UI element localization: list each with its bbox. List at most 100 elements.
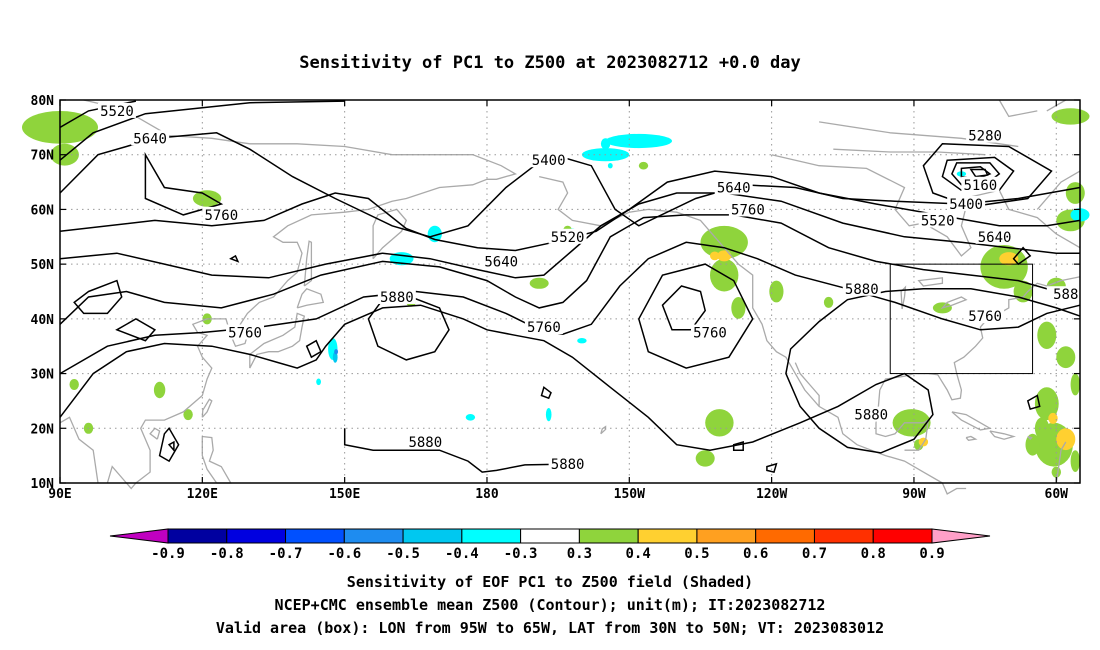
sensitivity-patch: [717, 250, 732, 262]
lake-outline: [900, 285, 907, 310]
contour-label-text: 5640: [133, 131, 167, 147]
sensitivity-patch: [605, 133, 672, 149]
colorbar-swatch: [520, 528, 580, 544]
contour-label: 5760: [524, 319, 563, 336]
contour-label-text: 5160: [964, 178, 998, 194]
contour-label-text: 5760: [527, 320, 561, 336]
z500-contour-closed: [158, 427, 180, 463]
z500-contour: [59, 192, 1080, 279]
coastline-segment: [539, 175, 943, 484]
footer-line-valid-area: Valid area (box): LON from 95W to 65W, L…: [215, 619, 885, 637]
sensitivity-patch: [710, 251, 720, 261]
z500-contour-closed: [732, 441, 744, 451]
sensitivity-patch: [465, 414, 476, 421]
contour-label: 5880: [377, 288, 416, 306]
z500-contour: [343, 428, 582, 473]
coastline-segment: [794, 362, 820, 407]
contour-label-bg: [524, 319, 563, 335]
coastline-segment: [149, 427, 161, 440]
colorbar-tick-label: 0.5: [684, 546, 709, 562]
z500-contour: [59, 100, 345, 161]
lon-tick-label: 90W: [902, 487, 926, 502]
sensitivity-patch: [192, 190, 222, 207]
contour-label: 5880: [842, 280, 881, 298]
contour-label-bg: [548, 455, 587, 471]
z500-contour-closed: [115, 318, 157, 342]
sensitivity-patch: [823, 296, 834, 308]
coastline-segment: [833, 148, 986, 156]
colorbar-tick-label: 0.3: [567, 546, 592, 562]
coastline-segment: [941, 482, 967, 495]
contour-label-text: 5760: [228, 326, 262, 342]
contour-label: 5760: [728, 201, 767, 218]
contour-label: 5160: [961, 176, 1000, 194]
colorbar-swatch: [872, 528, 933, 544]
valid-area-box: [889, 263, 1034, 375]
colorbar-tick-label: -0.5: [386, 546, 420, 562]
coastline-segment: [989, 430, 1016, 440]
contour-label-text: 5280: [968, 129, 1002, 145]
lake-outline: [917, 277, 944, 287]
z500-contour: [59, 241, 1081, 375]
z500-contour-closed: [960, 166, 992, 181]
sensitivity-patch: [1051, 108, 1090, 125]
contour-label-text: 5760: [204, 208, 238, 224]
contour-label-text: 5520: [921, 213, 955, 229]
contour-label: 5640: [131, 130, 170, 147]
contour-label-bg: [97, 102, 136, 118]
contour-label: 5760: [690, 324, 729, 342]
z500-contour-closed: [922, 143, 1053, 208]
contour-label: 588: [1046, 286, 1085, 303]
contour-label: 5880: [548, 455, 587, 473]
z500-contour-closed: [167, 440, 175, 453]
z500-contour-closed: [540, 386, 552, 400]
sensitivity-patch: [607, 163, 613, 169]
sensitivity-patch: [1065, 182, 1085, 204]
z500-contour-closed: [661, 285, 707, 331]
colorbar: -0.9 -0.8 -0.7 -0.6 -0.5 -0.4 -0.3 0.3 0.4 0.5 0.6…: [109, 528, 991, 562]
contour-label-bg: [406, 433, 445, 449]
coastline-segment: [951, 411, 992, 431]
lon-tick-label: 120W: [756, 487, 787, 502]
lat-tick-label: 70N: [31, 149, 55, 164]
colorbar-tick-label: -0.7: [269, 546, 303, 562]
colorbar-left-triangle: [109, 528, 169, 544]
coastline-segment: [998, 99, 1038, 118]
colorbar-swatch: [226, 528, 287, 544]
contour-label-bg: [377, 288, 416, 304]
contour-label: 5640: [975, 228, 1014, 246]
contour-label-text: 5880: [408, 435, 442, 451]
colorbar-swatch: [167, 528, 228, 544]
sensitivity-patch: [1048, 412, 1058, 424]
sensitivity-map-chart: Sensitivity of PC1 to Z500 at 2023082712…: [22, 53, 1090, 562]
sensitivity-patch: [1070, 450, 1081, 472]
colorbar-swatch: [813, 528, 874, 544]
sensitivity-patch: [1037, 321, 1057, 349]
contour-label-text: 5880: [854, 408, 888, 424]
lat-tick-label: 20N: [31, 422, 55, 437]
lat-tick-label: 30N: [31, 368, 55, 383]
sensitivity-patch: [545, 408, 552, 422]
sensitivity-patch: [69, 379, 79, 390]
lon-tick-label: 150W: [614, 487, 645, 502]
contour-label-bg: [966, 127, 1005, 143]
lat-tick-label: 50N: [31, 258, 55, 273]
colorbar-tick-label: 0.7: [802, 546, 827, 562]
contour-label-bg: [947, 195, 986, 211]
colorbar-swatch: [461, 528, 522, 544]
contour-label-text: 5760: [731, 202, 765, 218]
plot-frame: [59, 99, 1081, 484]
sensitivity-patch: [600, 138, 611, 150]
sensitivity-patch: [1025, 433, 1040, 456]
contour-label-text: 5520: [100, 104, 134, 120]
z500-contour-closed: [73, 279, 123, 315]
contour-label-bg: [529, 152, 568, 168]
axis-tick-layer: 90E 120E 150E 180 150W 120W 90W 60W 10N 20N 30N 40N…: [31, 94, 1080, 502]
coastline-segment: [201, 435, 232, 484]
contour-label: 5280: [966, 127, 1005, 145]
z500-contour: [59, 288, 1081, 454]
colorbar-tick-label: -0.8: [210, 546, 244, 562]
contour-label-bg: [482, 253, 521, 269]
contour-label: 5520: [97, 102, 136, 120]
sensitivity-patch: [153, 381, 166, 399]
